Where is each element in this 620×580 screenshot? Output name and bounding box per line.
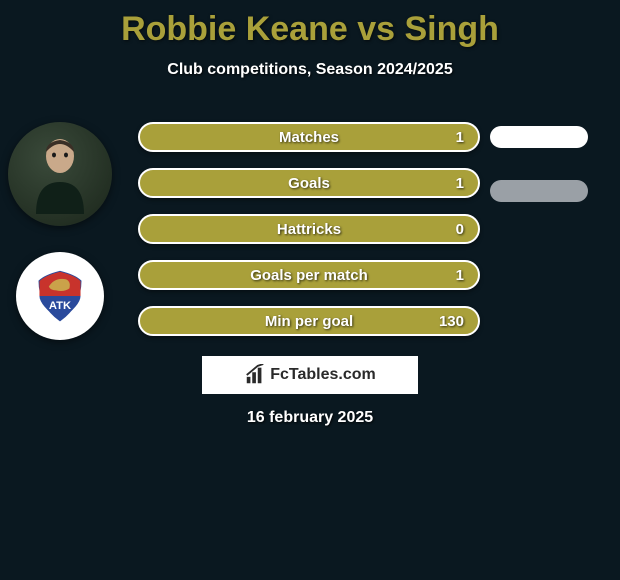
stat-label: Min per goal [154, 313, 432, 330]
comparison-pills [490, 126, 588, 234]
stat-value: 1 [432, 129, 464, 146]
stat-bars: Matches 1 Goals 1 Hattricks 0 Goals per … [138, 122, 480, 352]
stat-row: Goals 1 [138, 168, 480, 198]
club-badge-icon: ATK [32, 268, 88, 324]
stat-row: Min per goal 130 [138, 306, 480, 336]
title-player1: Robbie Keane [121, 10, 348, 48]
stat-label: Goals per match [154, 267, 432, 284]
stat-value: 1 [432, 175, 464, 192]
title-vs: vs [348, 10, 405, 48]
stat-label: Goals [154, 175, 432, 192]
avatar-column: ATK [8, 122, 112, 366]
stat-row: Goals per match 1 [138, 260, 480, 290]
chart-icon [244, 364, 266, 386]
stat-row: Matches 1 [138, 122, 480, 152]
stat-value: 1 [432, 267, 464, 284]
svg-text:ATK: ATK [49, 300, 71, 312]
title-player2: Singh [405, 10, 499, 48]
page-title: Robbie Keane vs Singh [0, 0, 620, 49]
brand-box[interactable]: FcTables.com [202, 356, 418, 394]
pill [490, 126, 588, 148]
stat-value: 130 [432, 313, 464, 330]
subtitle: Club competitions, Season 2024/2025 [0, 61, 620, 79]
player-avatar [8, 122, 112, 226]
player-silhouette-icon [29, 134, 91, 214]
stat-label: Hattricks [154, 221, 432, 238]
date-label: 16 february 2025 [0, 409, 620, 427]
pill [490, 180, 588, 202]
stat-value: 0 [432, 221, 464, 238]
stat-label: Matches [154, 129, 432, 146]
club-badge: ATK [16, 252, 104, 340]
stat-row: Hattricks 0 [138, 214, 480, 244]
brand-text: FcTables.com [270, 366, 376, 384]
